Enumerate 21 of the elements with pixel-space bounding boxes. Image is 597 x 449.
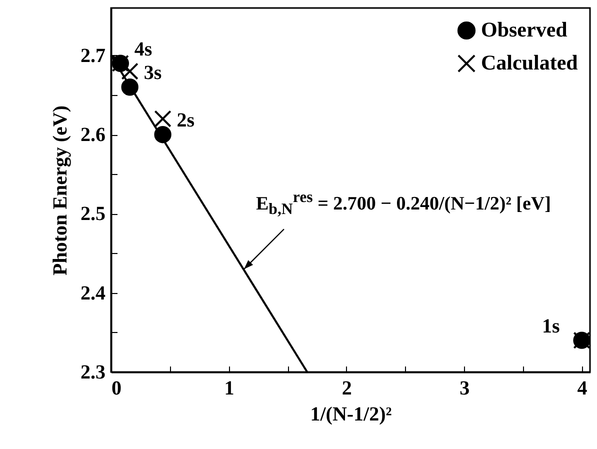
point bbox=[154, 110, 172, 128]
x-tick-label: 1 bbox=[224, 378, 234, 400]
annotation: 3s bbox=[144, 62, 162, 84]
x-tick-label: 2 bbox=[342, 378, 352, 400]
y-tick-label: 2.7 bbox=[80, 44, 106, 67]
x-axis-title: 1/(N-1/2)² bbox=[310, 404, 392, 426]
annotation: 4s bbox=[134, 38, 152, 60]
y-tick-label: 2.4 bbox=[80, 282, 106, 304]
y-tick-label: 2.5 bbox=[80, 203, 106, 226]
x-tick-label: 0 bbox=[112, 378, 122, 400]
legend-label: Observed bbox=[481, 18, 568, 42]
annotation: E$_{b,N}$$^{res}$ = 2.700 − 0.240/(N−1/2)² [eV] bbox=[256, 189, 551, 220]
legend-label: Calculated bbox=[481, 50, 578, 74]
annotation: 2s bbox=[176, 110, 195, 132]
y-tick-label: 2.6 bbox=[80, 124, 106, 146]
point bbox=[121, 62, 138, 80]
x-tick-label: 4 bbox=[577, 378, 588, 400]
y-tick-label: 2.3 bbox=[80, 362, 106, 384]
y-axis-title: Photon Energy (eV) bbox=[50, 106, 72, 276]
annotation: 1s bbox=[542, 315, 560, 338]
x-tick-label: 3 bbox=[460, 378, 470, 400]
